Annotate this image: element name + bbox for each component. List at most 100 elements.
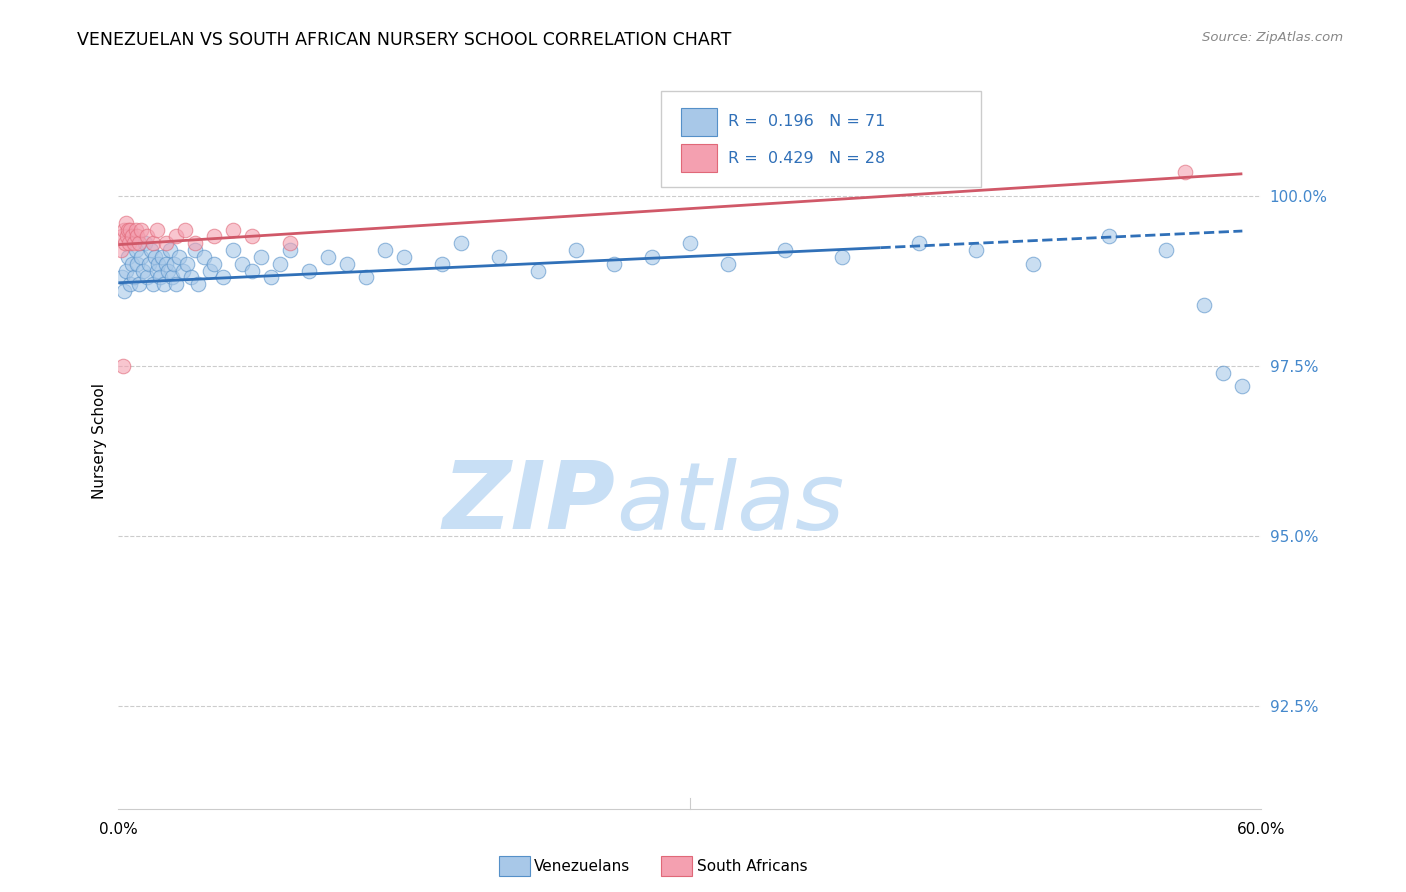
Point bbox=[526, 263, 548, 277]
Point bbox=[128, 236, 150, 251]
Point bbox=[159, 243, 181, 257]
Point bbox=[222, 243, 245, 257]
Point bbox=[1232, 379, 1254, 393]
Point bbox=[118, 236, 141, 251]
Point bbox=[139, 243, 162, 257]
Point bbox=[176, 257, 198, 271]
FancyBboxPatch shape bbox=[681, 108, 717, 136]
Point bbox=[1174, 165, 1197, 179]
Text: atlas: atlas bbox=[616, 458, 844, 549]
Point bbox=[298, 263, 321, 277]
Point bbox=[564, 243, 586, 257]
Point bbox=[240, 229, 263, 244]
Point bbox=[150, 250, 173, 264]
Point bbox=[112, 359, 135, 373]
Point bbox=[134, 236, 156, 251]
Point bbox=[165, 277, 187, 292]
Point bbox=[155, 236, 177, 251]
Point bbox=[1098, 229, 1121, 244]
Point bbox=[148, 257, 170, 271]
Point bbox=[432, 257, 454, 271]
FancyBboxPatch shape bbox=[681, 145, 717, 172]
Point bbox=[160, 270, 183, 285]
Point bbox=[172, 263, 194, 277]
Point bbox=[488, 250, 510, 264]
Point bbox=[212, 270, 235, 285]
Point bbox=[153, 277, 176, 292]
Point bbox=[127, 229, 149, 244]
Point bbox=[392, 250, 415, 264]
Point bbox=[115, 229, 138, 244]
Point bbox=[121, 229, 143, 244]
Point bbox=[180, 270, 202, 285]
Point bbox=[145, 222, 167, 236]
Point bbox=[183, 236, 205, 251]
Point bbox=[222, 222, 245, 236]
Point bbox=[156, 263, 179, 277]
Point bbox=[111, 270, 134, 285]
Y-axis label: Nursery School: Nursery School bbox=[93, 383, 107, 499]
Point bbox=[374, 243, 396, 257]
Point bbox=[129, 250, 152, 264]
Point bbox=[1194, 297, 1216, 311]
Point bbox=[183, 243, 205, 257]
Point bbox=[202, 229, 225, 244]
Point bbox=[187, 277, 209, 292]
Point bbox=[240, 263, 263, 277]
Point bbox=[124, 222, 146, 236]
Point bbox=[831, 250, 853, 264]
Text: Venezuelans: Venezuelans bbox=[534, 859, 630, 873]
Point bbox=[115, 263, 138, 277]
Point bbox=[231, 257, 253, 271]
Point bbox=[142, 277, 165, 292]
Point bbox=[717, 257, 740, 271]
Text: R =  0.196   N = 71: R = 0.196 N = 71 bbox=[728, 114, 884, 129]
Point bbox=[155, 257, 177, 271]
Point bbox=[165, 229, 187, 244]
Text: R =  0.429   N = 28: R = 0.429 N = 28 bbox=[728, 151, 884, 166]
Point bbox=[250, 250, 273, 264]
Point bbox=[773, 243, 796, 257]
Point bbox=[278, 236, 301, 251]
Point bbox=[132, 263, 155, 277]
Point bbox=[129, 222, 152, 236]
Point bbox=[118, 222, 141, 236]
Text: ZIP: ZIP bbox=[443, 458, 616, 549]
Point bbox=[641, 250, 664, 264]
Point bbox=[1154, 243, 1177, 257]
Point bbox=[603, 257, 626, 271]
Point bbox=[354, 270, 377, 285]
Point bbox=[269, 257, 291, 271]
Point bbox=[174, 222, 197, 236]
Point bbox=[450, 236, 472, 251]
Point bbox=[136, 270, 159, 285]
Point bbox=[117, 250, 139, 264]
Point bbox=[127, 257, 149, 271]
FancyBboxPatch shape bbox=[661, 91, 981, 187]
Point bbox=[112, 222, 135, 236]
Text: VENEZUELAN VS SOUTH AFRICAN NURSERY SCHOOL CORRELATION CHART: VENEZUELAN VS SOUTH AFRICAN NURSERY SCHO… bbox=[77, 31, 731, 49]
Point bbox=[111, 229, 134, 244]
Point bbox=[128, 277, 150, 292]
Point bbox=[124, 243, 146, 257]
Point bbox=[679, 236, 702, 251]
Point bbox=[1212, 366, 1234, 380]
Point bbox=[193, 250, 215, 264]
Point bbox=[136, 229, 159, 244]
Text: Source: ZipAtlas.com: Source: ZipAtlas.com bbox=[1202, 31, 1343, 45]
Point bbox=[117, 222, 139, 236]
Point bbox=[316, 250, 339, 264]
Point bbox=[149, 270, 172, 285]
Point bbox=[122, 270, 145, 285]
Point bbox=[198, 263, 221, 277]
Point bbox=[110, 243, 132, 257]
Point bbox=[118, 277, 141, 292]
Point bbox=[965, 243, 987, 257]
Point bbox=[202, 257, 225, 271]
Point bbox=[163, 257, 186, 271]
Point bbox=[112, 284, 135, 298]
Point bbox=[1022, 257, 1045, 271]
Point bbox=[114, 236, 136, 251]
Point bbox=[115, 216, 138, 230]
Text: South Africans: South Africans bbox=[697, 859, 808, 873]
